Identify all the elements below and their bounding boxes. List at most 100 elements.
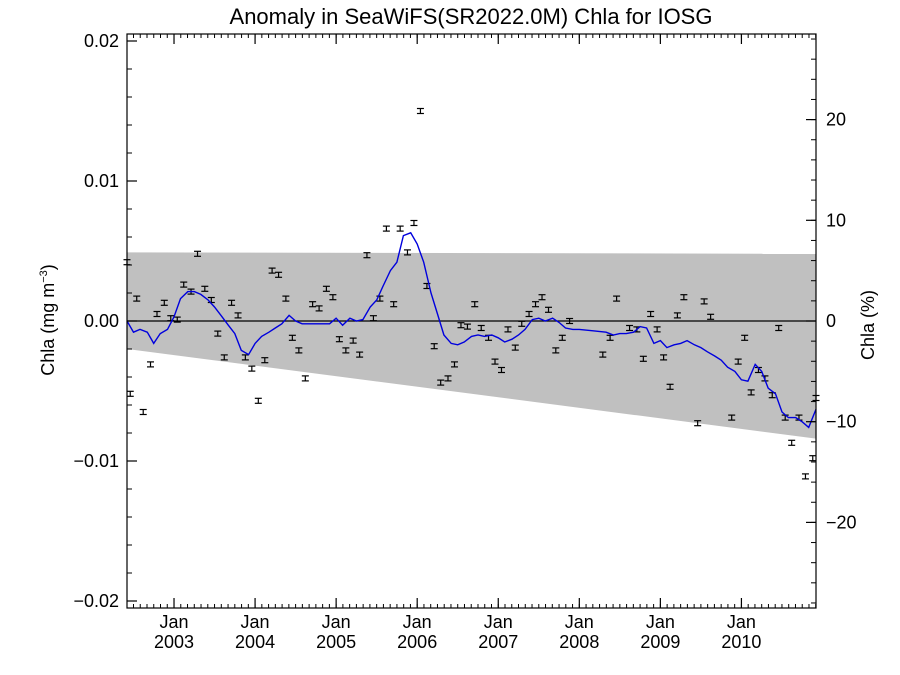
smoothed-line bbox=[126, 231, 817, 429]
data-point bbox=[282, 295, 290, 302]
data-point bbox=[552, 347, 560, 354]
data-point bbox=[363, 252, 371, 259]
data-point bbox=[241, 354, 249, 361]
data-point bbox=[626, 324, 634, 332]
x-tick-month-label: Jan bbox=[727, 612, 756, 632]
data-point bbox=[457, 322, 465, 329]
data-point bbox=[376, 295, 384, 302]
data-point bbox=[430, 343, 438, 350]
data-point bbox=[160, 299, 168, 306]
uncertainty-band bbox=[127, 252, 816, 439]
data-point bbox=[194, 250, 202, 257]
y-right-tick-label: −10 bbox=[826, 412, 857, 432]
data-point bbox=[167, 315, 175, 322]
data-point bbox=[288, 334, 296, 341]
data-point bbox=[309, 301, 317, 308]
data-point bbox=[416, 107, 424, 115]
x-tick-year-label: 2010 bbox=[721, 632, 761, 652]
x-tick-year-label: 2005 bbox=[316, 632, 356, 652]
data-point bbox=[153, 310, 161, 318]
y-left-tick-label: 0.01 bbox=[84, 171, 119, 191]
y-left-tick-label: −0.01 bbox=[73, 451, 119, 471]
y-axis-right-label: Chla (%) bbox=[858, 290, 878, 360]
x-tick-year-label: 2003 bbox=[154, 632, 194, 652]
data-point bbox=[566, 317, 574, 325]
data-point bbox=[497, 366, 505, 374]
data-point bbox=[599, 351, 607, 358]
data-point bbox=[450, 361, 458, 368]
data-point bbox=[147, 361, 155, 368]
data-point bbox=[673, 312, 681, 319]
x-tick-month-label: Jan bbox=[565, 612, 594, 632]
data-point bbox=[788, 439, 796, 446]
data-point bbox=[775, 324, 783, 332]
y-right-tick-label: 20 bbox=[826, 110, 846, 130]
data-point bbox=[329, 294, 337, 301]
data-point bbox=[335, 336, 343, 343]
data-point bbox=[639, 355, 647, 362]
chart-title: Anomaly in SeaWiFS(SR2022.0M) Chla for I… bbox=[230, 4, 713, 29]
x-tick-month-label: Jan bbox=[322, 612, 351, 632]
data-point bbox=[525, 310, 533, 318]
data-point bbox=[801, 473, 809, 480]
data-point bbox=[180, 281, 188, 288]
y-axis-left-label-close: ) bbox=[38, 264, 58, 270]
x-tick-month-label: Jan bbox=[241, 612, 270, 632]
data-point bbox=[349, 337, 357, 344]
y-left-tick-label: 0.02 bbox=[84, 31, 119, 51]
data-point bbox=[301, 375, 309, 382]
data-point bbox=[396, 225, 404, 232]
y-axis-left-label-sup: −3 bbox=[38, 270, 50, 283]
data-point bbox=[228, 299, 236, 306]
data-point bbox=[390, 301, 398, 308]
x-tick-month-label: Jan bbox=[159, 612, 188, 632]
data-point bbox=[173, 316, 181, 323]
data-point bbox=[369, 315, 377, 322]
data-point bbox=[126, 390, 134, 397]
data-point bbox=[275, 271, 283, 278]
data-point bbox=[728, 414, 736, 421]
data-point bbox=[666, 383, 674, 390]
data-point bbox=[201, 285, 209, 292]
y-left-tick-label: 0.00 bbox=[84, 311, 119, 331]
data-point bbox=[700, 298, 708, 305]
data-point bbox=[139, 408, 147, 416]
data-point bbox=[653, 326, 661, 333]
data-point bbox=[545, 306, 553, 313]
data-point bbox=[403, 249, 411, 256]
data-point bbox=[382, 225, 390, 232]
data-point bbox=[410, 219, 418, 227]
y-axis-left-label-main: Chla (mg m bbox=[38, 283, 58, 376]
data-point bbox=[613, 295, 621, 302]
y-right-tick-label: 10 bbox=[826, 210, 846, 230]
x-tick-year-label: 2007 bbox=[478, 632, 518, 652]
data-point bbox=[741, 334, 749, 341]
y-left-tick-label: −0.02 bbox=[73, 591, 119, 611]
data-point bbox=[647, 310, 655, 318]
data-point bbox=[538, 294, 546, 301]
plot-area: 0.020.010.00−0.01−0.0220100−10−20Jan2003… bbox=[73, 31, 856, 652]
data-point bbox=[268, 267, 276, 274]
data-point bbox=[220, 354, 228, 361]
data-point bbox=[660, 354, 668, 361]
data-point bbox=[248, 365, 256, 372]
data-point bbox=[295, 347, 303, 354]
data-point bbox=[322, 285, 330, 292]
data-point bbox=[342, 347, 350, 354]
data-point bbox=[234, 312, 242, 319]
data-point bbox=[809, 455, 817, 462]
data-point bbox=[463, 323, 471, 330]
x-tick-year-label: 2006 bbox=[397, 632, 437, 652]
x-tick-year-label: 2009 bbox=[640, 632, 680, 652]
data-point bbox=[518, 320, 526, 327]
data-point bbox=[680, 294, 688, 301]
data-point bbox=[437, 379, 445, 386]
data-point bbox=[707, 313, 715, 320]
data-point bbox=[214, 330, 222, 337]
data-point bbox=[444, 375, 452, 382]
data-point bbox=[511, 344, 519, 351]
data-point bbox=[491, 358, 499, 365]
data-point bbox=[471, 301, 479, 308]
data-point bbox=[356, 351, 364, 358]
